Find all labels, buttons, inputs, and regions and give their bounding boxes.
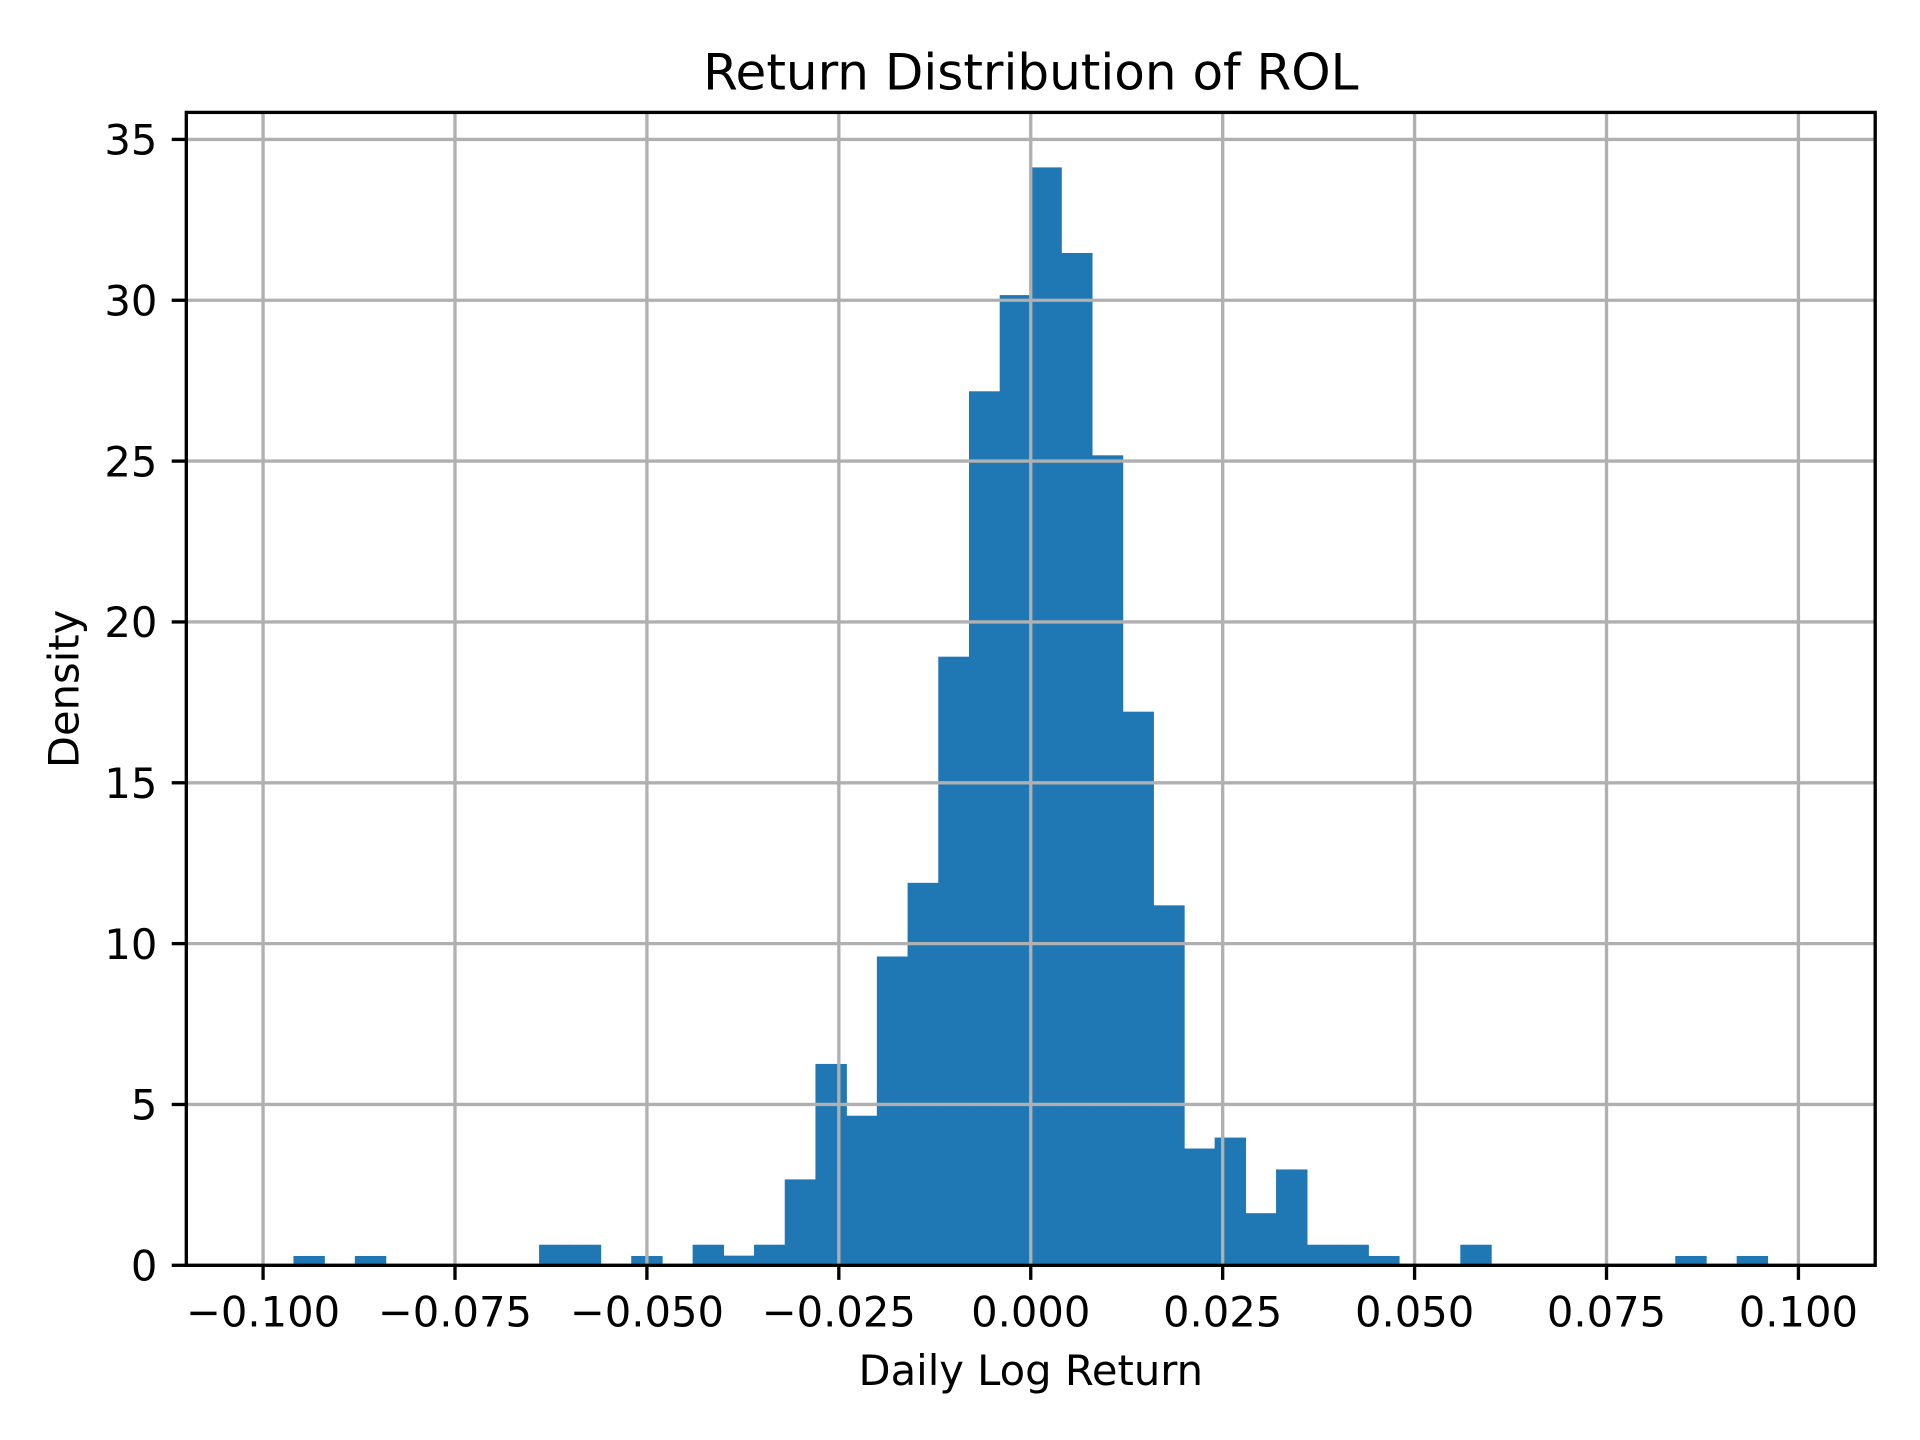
histogram-bar bbox=[1183, 1148, 1216, 1266]
grid-lines bbox=[186, 112, 1876, 1267]
x-tick-label: 0.025 bbox=[1163, 1287, 1282, 1336]
histogram-bar bbox=[1091, 455, 1124, 1266]
histogram-bar bbox=[1675, 1255, 1707, 1266]
y-tick-label: 5 bbox=[131, 1081, 158, 1130]
y-tick-label: 0 bbox=[131, 1242, 158, 1291]
histogram-bar bbox=[1153, 905, 1185, 1266]
histogram-bar bbox=[1276, 1169, 1308, 1266]
histogram-bars bbox=[293, 167, 1769, 1266]
histogram-bar bbox=[1368, 1255, 1400, 1266]
x-tick-label: −0.050 bbox=[570, 1287, 724, 1336]
histogram-bar bbox=[846, 1115, 878, 1266]
histogram-bar bbox=[723, 1255, 755, 1266]
histogram-bar bbox=[1122, 711, 1154, 1266]
histogram-bar bbox=[354, 1255, 387, 1266]
y-tick-labels: 0 5 10 15 20 25 30 35 bbox=[104, 116, 157, 1291]
histogram-bar bbox=[1214, 1137, 1247, 1266]
chart-title: Return Distribution of ROL bbox=[703, 43, 1359, 101]
histogram-bar bbox=[784, 1179, 817, 1266]
x-tick-label: −0.025 bbox=[762, 1287, 916, 1336]
histogram-bar bbox=[1061, 252, 1093, 1266]
histogram-bar bbox=[1736, 1255, 1769, 1266]
y-tick-label: 10 bbox=[104, 920, 157, 969]
x-tick-label: 0.100 bbox=[1739, 1287, 1858, 1336]
histogram-bar bbox=[1337, 1244, 1369, 1266]
histogram-bar bbox=[539, 1244, 571, 1266]
histogram-bar bbox=[815, 1063, 847, 1266]
histogram-bar bbox=[968, 391, 1001, 1266]
histogram-bar bbox=[999, 295, 1032, 1266]
x-tick-label: −0.100 bbox=[186, 1287, 340, 1336]
histogram-bar bbox=[938, 656, 970, 1266]
x-tick-labels: −0.100 −0.075 −0.050 −0.025 0.000 0.025 0.050 0… bbox=[186, 1287, 1858, 1336]
histogram-bar bbox=[1245, 1213, 1277, 1266]
histogram-bar bbox=[876, 956, 909, 1266]
y-tick-label: 30 bbox=[104, 276, 157, 325]
y-tick-label: 15 bbox=[104, 759, 157, 808]
histogram-bar bbox=[754, 1244, 786, 1266]
axes-frame-and-ticks bbox=[171, 110, 1877, 1280]
x-tick-label: 0.000 bbox=[971, 1287, 1090, 1336]
histogram-bar bbox=[293, 1255, 325, 1266]
y-tick-label: 25 bbox=[104, 437, 157, 486]
histogram-bar bbox=[1460, 1244, 1492, 1266]
x-tick-label: −0.075 bbox=[378, 1287, 532, 1336]
histogram-bar bbox=[907, 882, 939, 1266]
histogram-bar bbox=[1030, 167, 1062, 1266]
x-tick-label: 0.075 bbox=[1547, 1287, 1666, 1336]
y-axis-label: Density bbox=[40, 610, 89, 768]
y-tick-label: 35 bbox=[104, 116, 157, 165]
x-axis-label: Daily Log Return bbox=[859, 1346, 1204, 1395]
histogram-bar bbox=[1306, 1244, 1339, 1266]
histogram-bar bbox=[569, 1244, 602, 1266]
y-tick-label: 20 bbox=[104, 598, 157, 647]
x-tick-label: 0.050 bbox=[1355, 1287, 1474, 1336]
histogram-bar bbox=[692, 1244, 725, 1266]
